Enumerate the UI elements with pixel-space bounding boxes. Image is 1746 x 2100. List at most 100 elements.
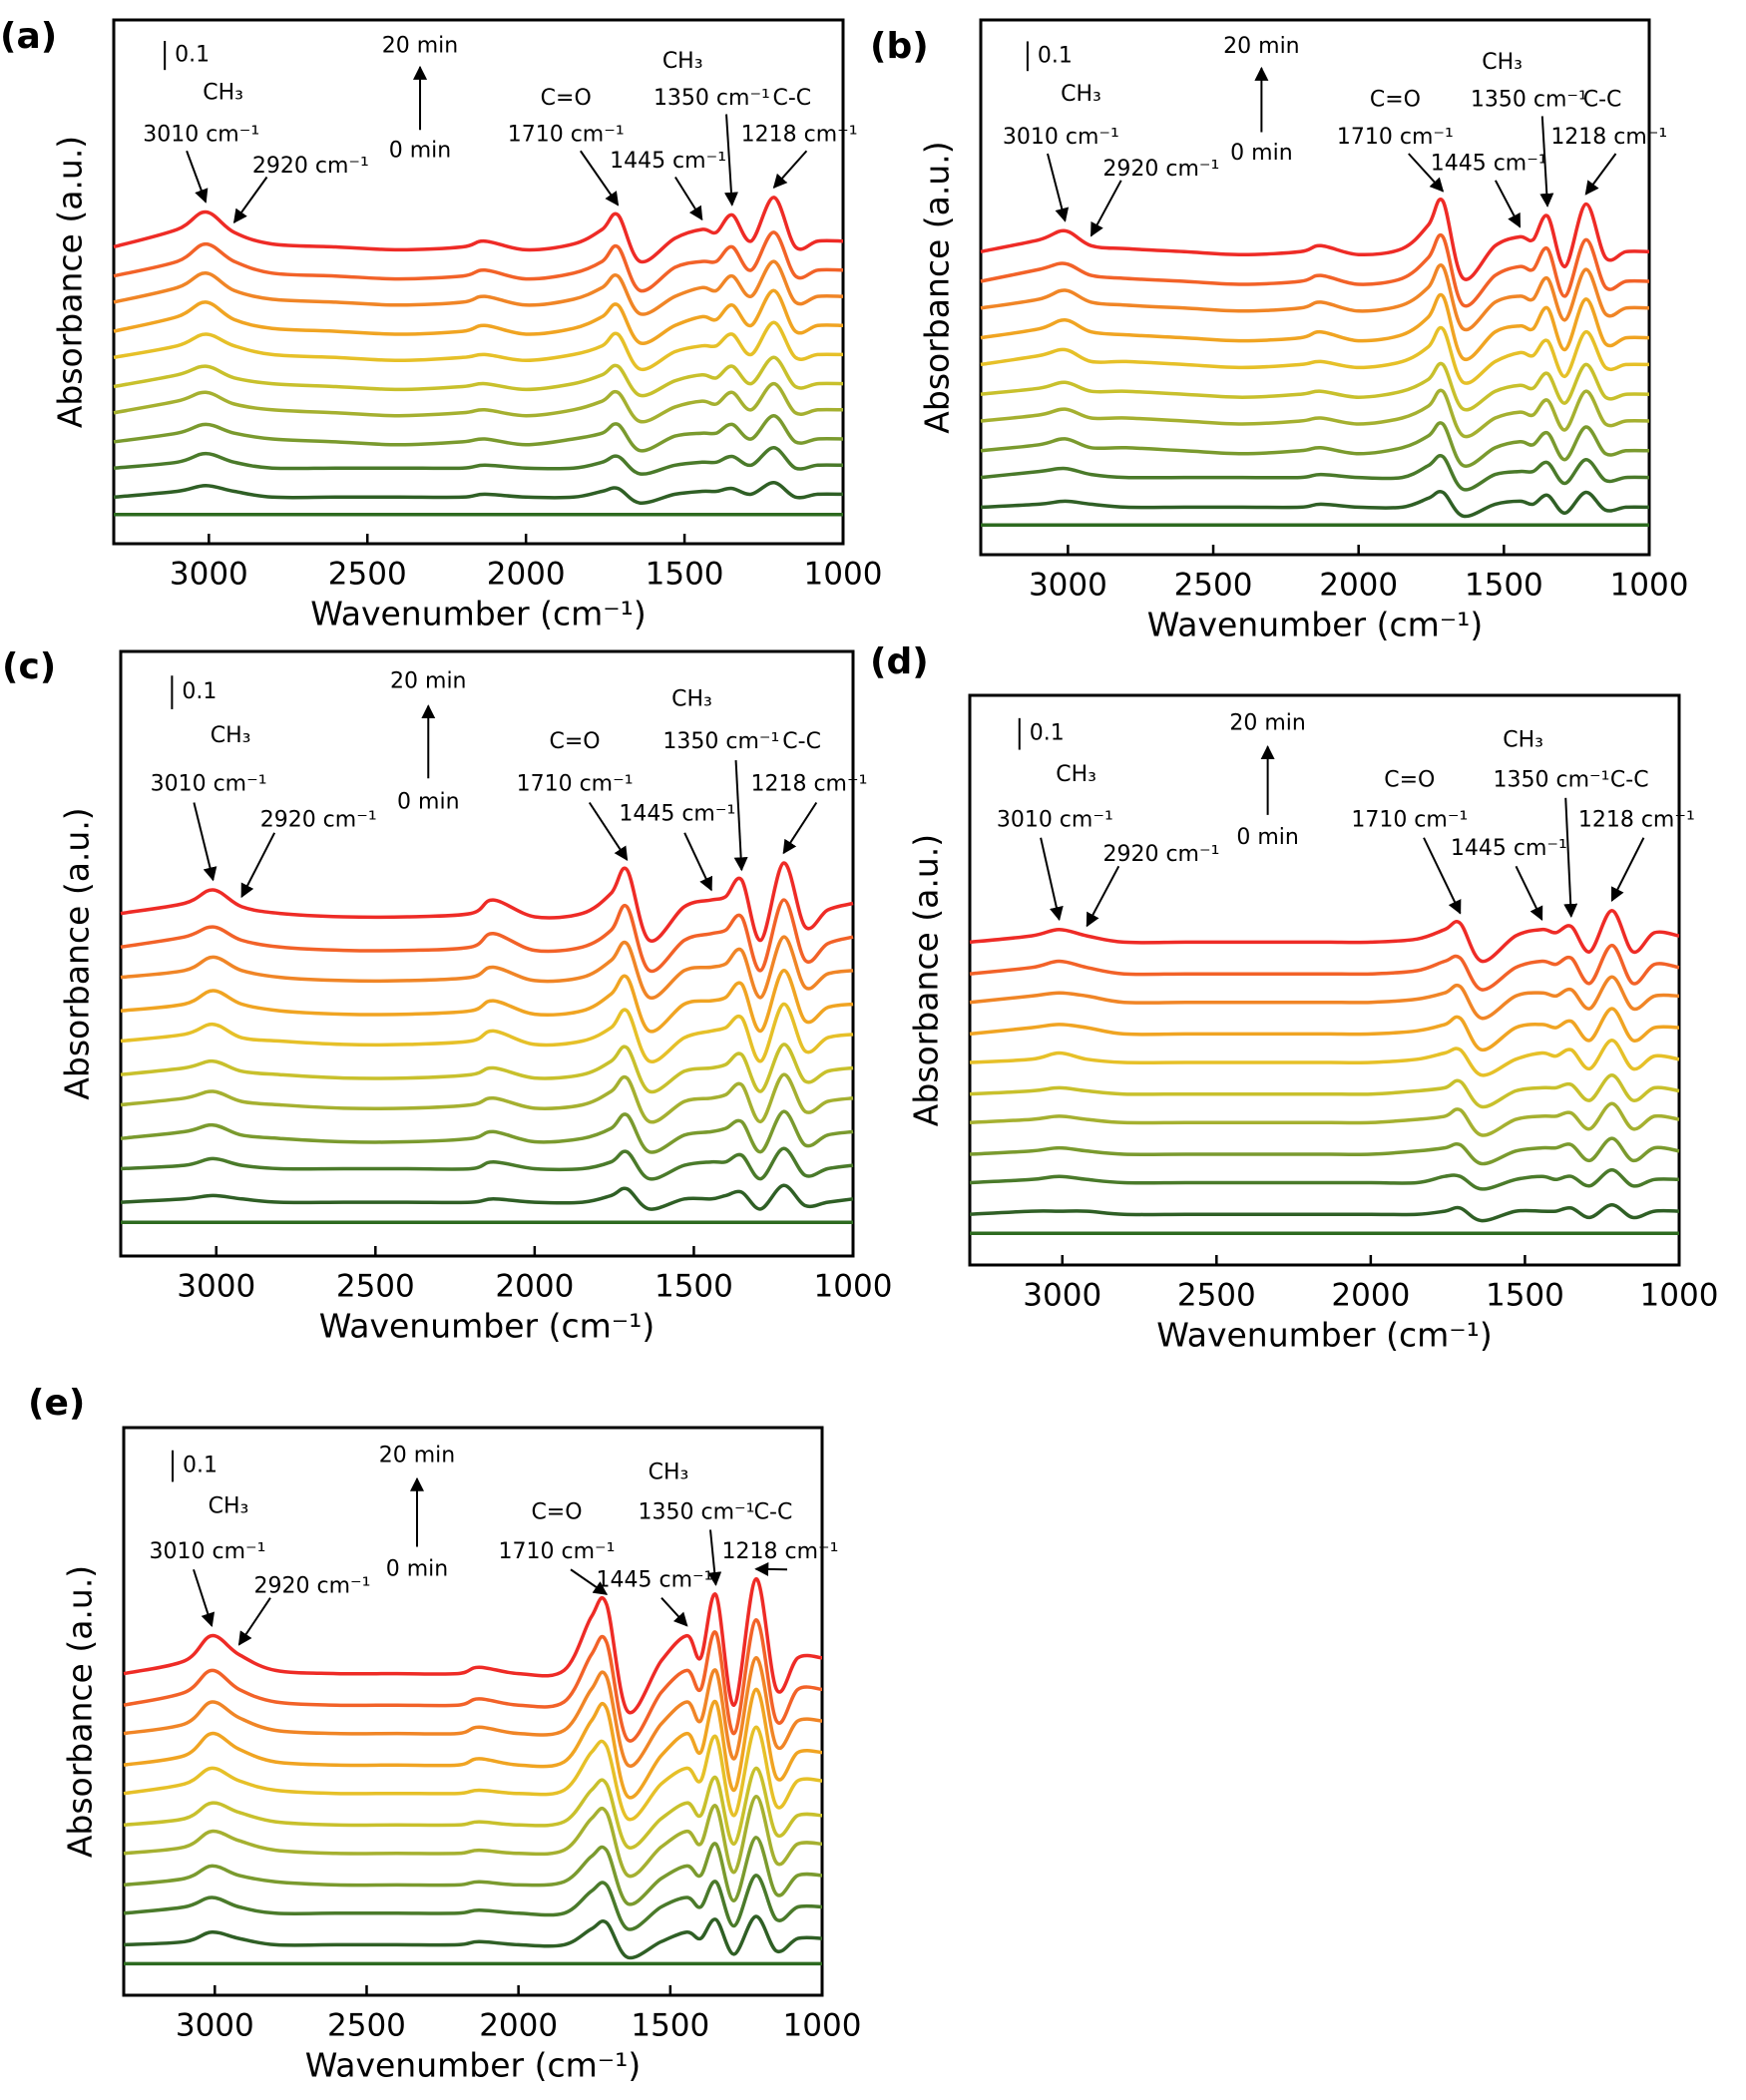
annotation: 3010 cm⁻¹ xyxy=(1003,125,1119,150)
spectrum-line xyxy=(980,388,1650,439)
annotation: 20 min xyxy=(382,33,458,58)
spectrum-line xyxy=(113,413,844,453)
annotation: C=O xyxy=(531,1499,582,1524)
spectrum-line xyxy=(113,446,844,476)
annotation: 1445 cm⁻¹ xyxy=(619,802,735,827)
annotation: 2920 cm⁻¹ xyxy=(260,808,377,833)
x-axis-label: Wavenumber (cm⁻¹) xyxy=(1156,1316,1493,1355)
annotation: 1218 cm⁻¹ xyxy=(750,771,867,796)
x-tick-label: 2500 xyxy=(328,557,407,593)
x-tick-label: 3000 xyxy=(1023,1278,1101,1314)
annotation-arrow xyxy=(193,1568,216,1627)
annotation: 1218 cm⁻¹ xyxy=(1550,125,1667,150)
spectrum-line xyxy=(980,232,1650,308)
y-axis-label: Absorbance (a.u.) xyxy=(58,807,97,1099)
spectrum-line xyxy=(969,943,1680,992)
x-axis-label: Wavenumber (cm⁻¹) xyxy=(310,595,647,633)
spectrum-line xyxy=(113,381,844,424)
x-tick-label: 1000 xyxy=(804,557,883,593)
annotation: 1710 cm⁻¹ xyxy=(517,771,634,796)
annotation-arrow xyxy=(660,1597,688,1627)
spectrum-line xyxy=(980,454,1650,492)
spectrum-line xyxy=(980,292,1650,361)
y-axis-label: Absorbance (a.u.) xyxy=(918,141,957,433)
spectrum-line xyxy=(969,1039,1680,1077)
annotation: 20 min xyxy=(1229,711,1305,736)
annotation: 3010 cm⁻¹ xyxy=(997,808,1113,833)
x-tick-label: 1500 xyxy=(1465,568,1543,604)
annotation-arrow xyxy=(754,1561,788,1576)
plot-frame xyxy=(119,649,855,1258)
annotation-arrow xyxy=(580,150,620,207)
panel-label: (a) xyxy=(0,16,57,57)
scale-bar-label: 0.1 xyxy=(175,43,210,68)
spectrum-line xyxy=(113,355,844,398)
annotation: 2920 cm⁻¹ xyxy=(252,154,369,179)
annotation: 1218 cm⁻¹ xyxy=(1578,808,1695,833)
annotation: 1710 cm⁻¹ xyxy=(1337,125,1454,150)
x-tick-label: 1000 xyxy=(783,2008,862,2044)
scale-bar-label: 0.1 xyxy=(183,1454,218,1478)
spectrum-line xyxy=(980,490,1650,519)
annotation: 1218 cm⁻¹ xyxy=(741,123,858,148)
annotation-arrow xyxy=(723,114,738,207)
annotation-arrow xyxy=(772,150,808,189)
plot-frame xyxy=(968,693,1681,1267)
annotation: C-C xyxy=(754,1499,793,1524)
spectrum-line xyxy=(969,908,1680,964)
plot-frame xyxy=(979,18,1651,557)
spectrum-line xyxy=(120,1072,854,1124)
annotation: 1350 cm⁻¹ xyxy=(1471,87,1587,112)
annotation: 20 min xyxy=(379,1443,455,1468)
scale-bar-label: 0.1 xyxy=(1030,721,1065,746)
annotation: CH₃ xyxy=(203,81,243,106)
annotation: 20 min xyxy=(1223,34,1299,59)
annotation-arrow xyxy=(1047,153,1070,222)
spectrum-line xyxy=(120,1183,854,1211)
y-axis-label: Absorbance (a.u.) xyxy=(51,136,90,428)
spectrum-line xyxy=(113,288,844,345)
annotation: 0 min xyxy=(1236,825,1298,850)
annotation: 0 min xyxy=(397,790,459,815)
annotation: CH₃ xyxy=(649,1461,689,1485)
annotation: 2920 cm⁻¹ xyxy=(1102,842,1219,867)
spectrum-line xyxy=(120,1109,854,1154)
spectrum-line xyxy=(969,1101,1680,1137)
annotation: 0 min xyxy=(389,138,451,163)
annotation: C=O xyxy=(1384,768,1435,793)
spectrum-line xyxy=(120,1043,854,1094)
spectrum-line xyxy=(123,1725,823,1822)
annotation: C=O xyxy=(541,86,592,111)
spectrum-line xyxy=(113,196,844,264)
annotation-arrow xyxy=(1539,116,1554,208)
annotation: CH₃ xyxy=(1061,82,1101,107)
annotation-arrow xyxy=(733,760,748,872)
spectrum-line xyxy=(969,975,1680,1021)
spectrum-line xyxy=(123,1618,823,1743)
spectrum-line xyxy=(980,263,1650,332)
spectrum-line xyxy=(123,1795,823,1879)
annotation-arrow xyxy=(782,801,818,855)
x-axis-label: Wavenumber (cm⁻¹) xyxy=(305,2046,642,2085)
annotation: 1350 cm⁻¹ xyxy=(654,86,770,111)
x-tick-label: 3000 xyxy=(176,2008,254,2044)
annotation: 1445 cm⁻¹ xyxy=(597,1568,713,1593)
annotation-arrow xyxy=(186,150,209,204)
annotation-arrow xyxy=(674,176,703,221)
annotation-arrow xyxy=(1090,180,1122,237)
spectrum-line xyxy=(123,1836,823,1906)
x-tick-label: 2000 xyxy=(495,1269,574,1305)
annotation-arrow xyxy=(683,832,712,892)
spectrum-line xyxy=(113,230,844,293)
spectrum-line xyxy=(120,898,854,974)
spectrum-line xyxy=(969,1136,1680,1166)
annotation-arrow xyxy=(1610,837,1645,902)
x-tick-label: 2000 xyxy=(1319,568,1398,604)
annotation: 1710 cm⁻¹ xyxy=(1351,808,1468,833)
annotation: CH₃ xyxy=(211,723,251,748)
annotation: 0 min xyxy=(1230,141,1292,166)
annotation: CH₃ xyxy=(209,1494,249,1519)
spectrum-line xyxy=(980,197,1650,281)
annotation: 20 min xyxy=(390,668,466,693)
